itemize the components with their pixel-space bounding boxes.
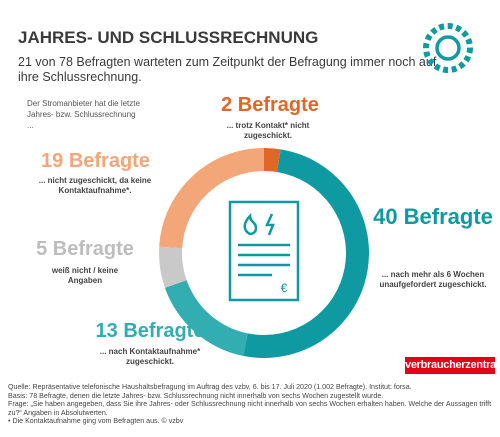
category-label: ... nach mehr als 6 Wochen unaufgeforder… [379, 270, 487, 289]
donut-segment [264, 148, 281, 173]
footer-line: Quelle: Repräsentative telefonische Haus… [8, 383, 412, 391]
footer-line: Frage: „Sie haben angegeben, dass Sie ih… [8, 400, 492, 417]
subtitle: 21 von 78 Befragten warteten zum Zeitpun… [18, 55, 437, 84]
category-label: ... trotz Kontakt* nicht zugeschickt. [226, 121, 310, 140]
value-label: 5 Befragte [36, 238, 134, 260]
svg-text:€: € [281, 281, 288, 295]
document-icon: € [228, 200, 300, 302]
logo-text: verbraucherzentrale [405, 357, 500, 374]
donut-segment [164, 280, 248, 356]
value-label: 40 Befragte [373, 204, 493, 229]
donut-segment [159, 246, 187, 288]
category-label: weiß nicht / keine Angaben [51, 266, 119, 285]
donut-segment [243, 149, 369, 358]
value-label: 2 Befragte [221, 94, 319, 116]
footer: Quelle: Repräsentative telefonische Haus… [8, 383, 494, 426]
footer-line: • Die Kontaktaufnahme ging vom Befragten… [8, 417, 184, 426]
category-label: ... nicht zugeschickt, da keine Kontakta… [38, 176, 152, 195]
value-label: 13 Befragte [95, 320, 205, 342]
logo-icon [423, 23, 473, 73]
donut-segment [159, 148, 264, 249]
intro: Der Stromanbieter hat die letzte Jahres-… [27, 99, 140, 130]
title: JAHRES- UND SCHLUSSRECHNUNG [18, 28, 319, 47]
category-label: ... nach Kontaktaufnahme* zugeschickt. [99, 347, 201, 366]
value-label: 19 Befragte [41, 150, 150, 172]
footer-line: Basis: 78 Befragte, denen die letzte Jah… [8, 391, 384, 400]
